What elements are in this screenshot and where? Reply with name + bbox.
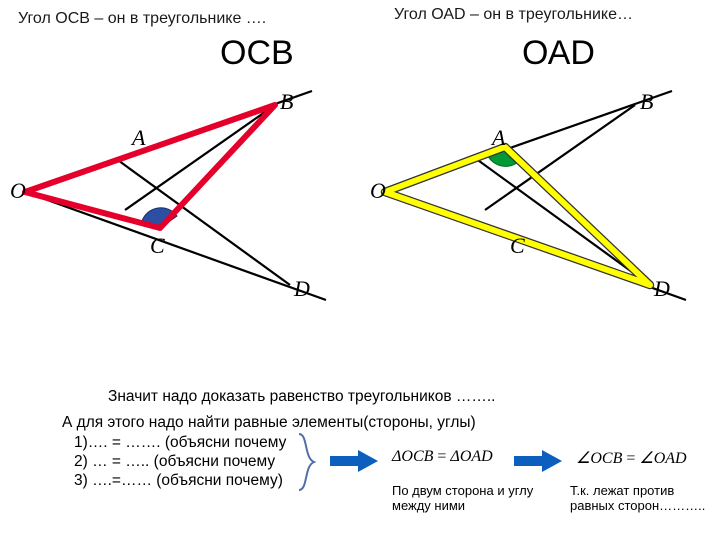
prompt-left: Угол ОСВ – он в треугольнике …. bbox=[18, 10, 266, 28]
diagram-left: O A B C D bbox=[10, 90, 340, 320]
arrow-icon bbox=[514, 450, 562, 472]
bracket-icon bbox=[296, 432, 316, 492]
diagram-right: O A B C D bbox=[370, 90, 700, 320]
eq2-op: = bbox=[622, 450, 639, 467]
cond-item-3: 3) ….=…… (объясни почему) bbox=[74, 472, 283, 490]
eq1-right: ΔOAD bbox=[450, 448, 492, 465]
elements-line: А для этого надо найти равные элементы(с… bbox=[62, 414, 476, 432]
svg-text:O: O bbox=[370, 178, 386, 203]
svg-text:A: A bbox=[490, 125, 506, 150]
cond-item-2: 2) … = ….. (объясни почему bbox=[74, 453, 275, 471]
prompt-right: Угол ОАD – он в треугольнике… bbox=[394, 6, 633, 24]
eq2-left: ∠OCB bbox=[576, 450, 622, 467]
note-sas: По двум сторона и углу между ними bbox=[392, 484, 552, 514]
equation-angles: ∠OCB = ∠OAD bbox=[576, 448, 687, 468]
svg-text:O: O bbox=[10, 178, 26, 203]
svg-text:C: C bbox=[510, 233, 525, 258]
svg-text:B: B bbox=[280, 90, 293, 114]
arrow-icon bbox=[330, 450, 378, 472]
big-label-right: ОАD bbox=[522, 34, 595, 73]
svg-text:D: D bbox=[293, 276, 310, 301]
svg-text:C: C bbox=[150, 233, 165, 258]
svg-text:B: B bbox=[640, 90, 653, 114]
big-label-left: ОСВ bbox=[220, 34, 294, 73]
eq1-op: = bbox=[433, 448, 450, 465]
conclusion-line: Значит надо доказать равенство треугольн… bbox=[108, 388, 496, 406]
eq2-right: ∠OAD bbox=[639, 450, 686, 467]
cond-item-1: 1)…. = ……. (объясни почему bbox=[74, 434, 286, 452]
svg-text:D: D bbox=[653, 276, 670, 301]
eq1-left: ΔOCB bbox=[392, 448, 433, 465]
svg-text:A: A bbox=[130, 125, 146, 150]
note-opposite: Т.к. лежат против равных сторон……….. bbox=[570, 484, 720, 514]
equation-triangles: ΔOCB = ΔOAD bbox=[392, 448, 493, 466]
